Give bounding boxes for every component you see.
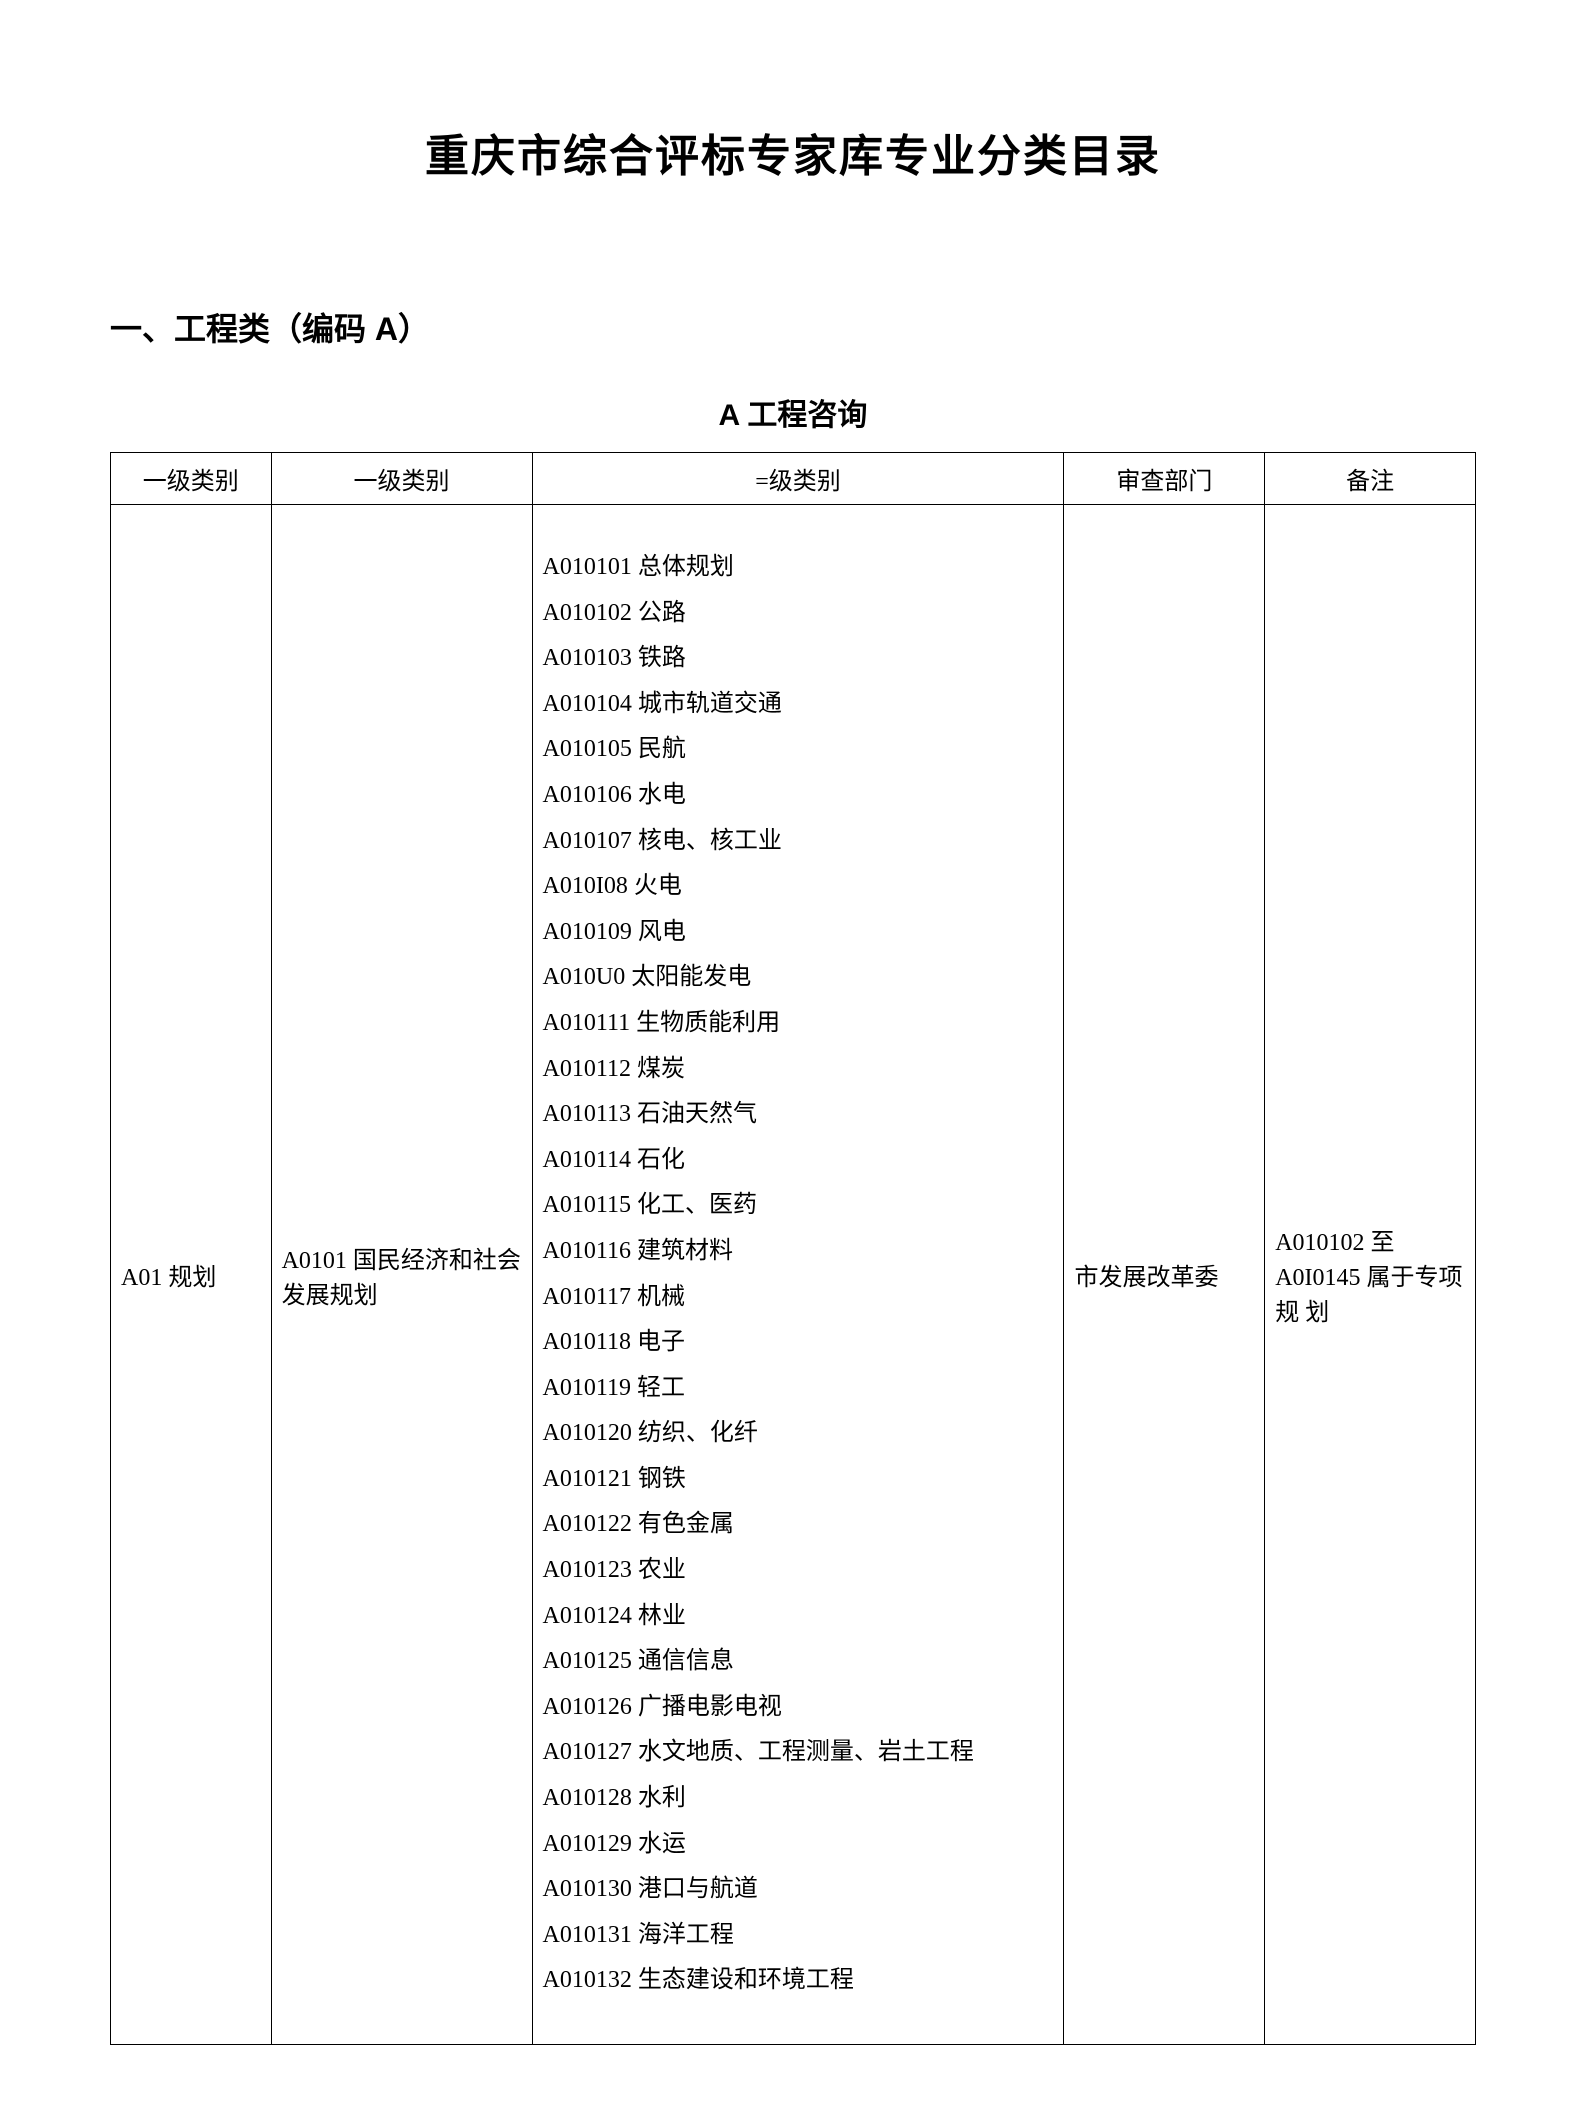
table-row: A01 规划 A0101 国民经济和社会发展规划 A010101 总体规划A01…	[111, 505, 1476, 2045]
cell-note: A010102 至A0I0145 属于专项规 划	[1265, 505, 1476, 2045]
cell-level3-list: A010101 总体规划A010102 公路A010103 铁路A010104 …	[532, 505, 1064, 2045]
level3-item: A010122 有色金属	[543, 1502, 1054, 1548]
level3-item: A010I08 火电	[543, 864, 1054, 910]
level3-item: A010128 水利	[543, 1776, 1054, 1822]
level3-item: A010111 生物质能利用	[543, 1001, 1054, 1047]
level3-item: A010104 城市轨道交通	[543, 682, 1054, 728]
level3-item: A010107 核电、核工业	[543, 819, 1054, 865]
level3-item: A010114 石化	[543, 1138, 1054, 1184]
sub-heading: A 工程咨询	[110, 390, 1476, 434]
level3-item: A010132 生态建设和环境工程	[543, 1958, 1054, 2004]
col-header-level3: =级类别	[532, 453, 1064, 505]
page-title: 重庆市综合评标专家库专业分类目录	[110, 120, 1476, 184]
col-header-level1: 一级类别	[111, 453, 272, 505]
level3-item: A010121 钢铁	[543, 1457, 1054, 1503]
level3-item: A010105 民航	[543, 727, 1054, 773]
level3-item: A010109 风电	[543, 910, 1054, 956]
level3-item: A010120 纺织、化纤	[543, 1411, 1054, 1457]
level3-item: A010123 农业	[543, 1548, 1054, 1594]
level3-item: A010102 公路	[543, 591, 1054, 637]
document-page: 重庆市综合评标专家库专业分类目录 一、工程类（编码 A） A 工程咨询 一级类别…	[0, 0, 1586, 2045]
col-header-dept: 审查部门	[1064, 453, 1265, 505]
level3-item: A010106 水电	[543, 773, 1054, 819]
level3-item: A010127 水文地质、工程测量、岩土工程	[543, 1730, 1054, 1776]
level3-item: A010131 海洋工程	[543, 1913, 1054, 1959]
col-header-level2: 一级类别	[271, 453, 532, 505]
classification-table: 一级类别 一级类别 =级类别 审查部门 备注 A01 规划 A0101 国民经济…	[110, 452, 1476, 2045]
level3-item: A010129 水运	[543, 1822, 1054, 1868]
section-heading: 一、工程类（编码 A）	[110, 304, 1476, 350]
level3-item: A010118 电子	[543, 1320, 1054, 1366]
level3-item: A010125 通信信息	[543, 1639, 1054, 1685]
level3-item: A010116 建筑材料	[543, 1229, 1054, 1275]
level3-item: A010130 港口与航道	[543, 1867, 1054, 1913]
table-header-row: 一级类别 一级类别 =级类别 审查部门 备注	[111, 453, 1476, 505]
col-header-note: 备注	[1265, 453, 1476, 505]
level3-item: A010113 石油天然气	[543, 1092, 1054, 1138]
level3-item: A010115 化工、医药	[543, 1183, 1054, 1229]
level3-item: A010117 机械	[543, 1275, 1054, 1321]
cell-level1: A01 规划	[111, 505, 272, 2045]
cell-level2: A0101 国民经济和社会发展规划	[271, 505, 532, 2045]
level3-item: A010112 煤炭	[543, 1047, 1054, 1093]
level3-item: A010119 轻工	[543, 1366, 1054, 1412]
level3-item: A010126 广播电影电视	[543, 1685, 1054, 1731]
level3-item: A010124 林业	[543, 1594, 1054, 1640]
cell-dept: 市发展改革委	[1064, 505, 1265, 2045]
level3-item: A010101 总体规划	[543, 545, 1054, 591]
level3-item: A010U0 太阳能发电	[543, 955, 1054, 1001]
level3-item: A010103 铁路	[543, 636, 1054, 682]
